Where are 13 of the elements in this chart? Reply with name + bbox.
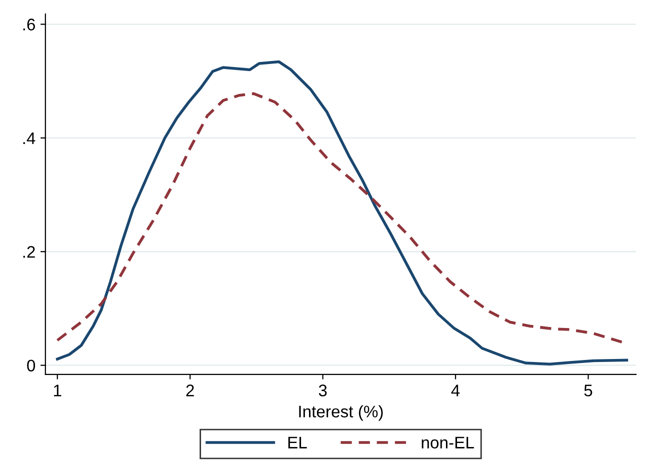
y-tick-label: 0 bbox=[27, 360, 36, 372]
line-series bbox=[56, 60, 628, 366]
x-tick-label: 4 bbox=[451, 384, 460, 396]
x-tick-label: 1 bbox=[54, 384, 62, 396]
x-tick-label: 2 bbox=[186, 384, 194, 396]
y-tick-label: .6 bbox=[23, 18, 35, 30]
y-tick-label: .2 bbox=[23, 246, 35, 258]
x-axis-title: Interest (%) bbox=[299, 405, 383, 421]
x-tick-label: 3 bbox=[318, 384, 327, 396]
legend-label: EL bbox=[288, 436, 307, 448]
x-tick-label: 5 bbox=[584, 384, 592, 396]
legend-label: non-EL bbox=[422, 436, 474, 448]
y-tick-label: .4 bbox=[23, 132, 36, 144]
